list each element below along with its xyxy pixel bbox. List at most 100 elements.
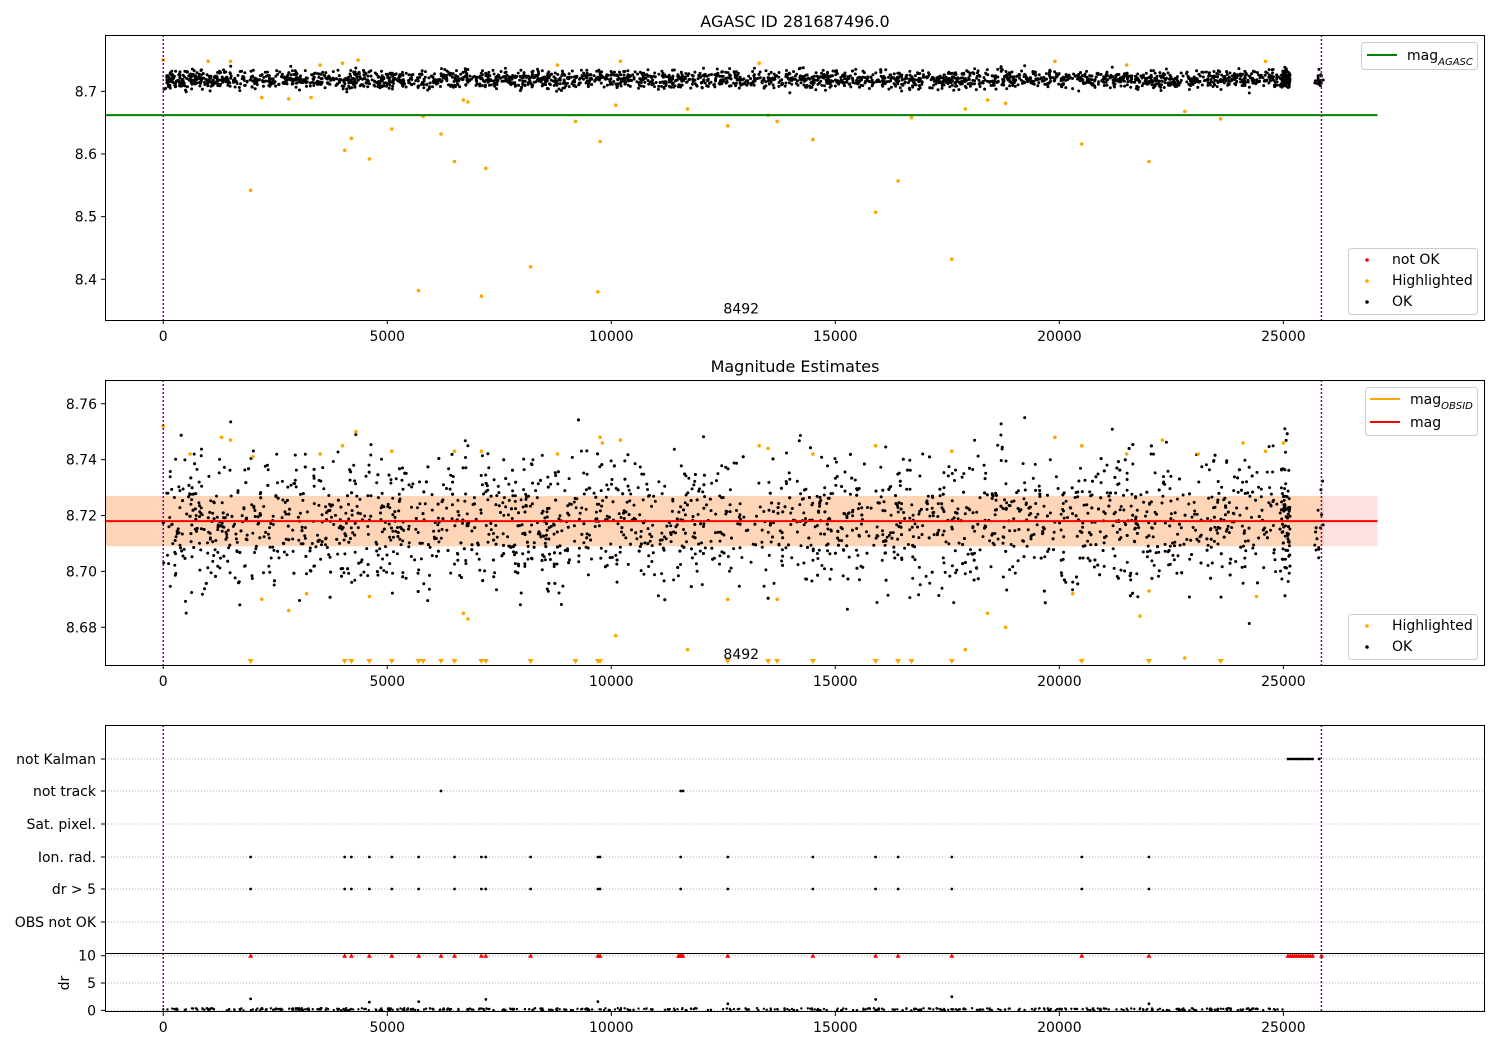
ok-point	[274, 84, 278, 88]
ok-point	[575, 497, 579, 501]
ok-point	[1185, 70, 1189, 74]
ok-point	[266, 468, 270, 472]
ok-point	[325, 546, 329, 549]
ok-point	[1269, 79, 1272, 83]
panel-agasc-annotation: 8492	[723, 302, 759, 318]
ok-point	[1043, 82, 1047, 86]
ok-point	[526, 544, 530, 548]
ok-point	[1283, 503, 1287, 507]
ok-point	[1269, 504, 1273, 508]
ok-point	[1032, 79, 1036, 83]
ok-point	[646, 79, 650, 82]
ok-point	[253, 87, 257, 91]
ok-point	[892, 550, 896, 554]
ok-point	[355, 504, 359, 508]
ok-point	[1088, 559, 1092, 563]
ok-point	[762, 76, 766, 80]
ok-point	[826, 527, 830, 531]
ok-point	[496, 484, 500, 488]
ok-point	[702, 525, 705, 528]
ok-point	[301, 498, 305, 502]
ok-point	[171, 542, 175, 546]
ok-point	[1114, 491, 1118, 495]
ok-point	[269, 82, 273, 86]
ok-point	[514, 480, 518, 484]
ok-point	[463, 67, 467, 71]
ok-point	[1177, 522, 1181, 526]
ok-point	[703, 495, 707, 499]
ok-point	[1179, 71, 1183, 75]
ok-point	[1162, 72, 1166, 76]
ok-point	[944, 540, 948, 544]
ok-point	[908, 458, 912, 462]
ok-point	[672, 578, 676, 582]
ok-point	[1033, 462, 1037, 466]
ok-point	[484, 71, 488, 75]
ok-point	[1278, 527, 1282, 531]
ok-point	[173, 539, 177, 542]
ok-point	[1119, 505, 1123, 508]
ok-point	[1124, 523, 1128, 527]
ok-point	[882, 75, 886, 79]
ok-point	[712, 82, 716, 86]
ok-point	[289, 64, 293, 68]
ok-point	[507, 498, 511, 502]
ok-point	[1131, 462, 1135, 466]
ok-point	[633, 462, 637, 466]
ok-point	[1004, 70, 1008, 73]
ok-point	[545, 515, 549, 519]
ok-point	[504, 70, 508, 74]
ok-point	[630, 528, 633, 532]
ok-point	[1217, 491, 1221, 495]
ok-point	[626, 83, 630, 87]
ok-point	[428, 85, 431, 89]
ok-point	[521, 505, 525, 509]
ok-point	[1281, 530, 1285, 534]
ok-point	[955, 84, 959, 88]
ok-point	[297, 538, 301, 542]
ok-point	[317, 72, 321, 76]
ok-point	[359, 573, 363, 577]
ok-point	[473, 526, 477, 530]
ok-point	[881, 509, 885, 512]
ok-point	[1271, 78, 1275, 82]
ok-point	[234, 532, 238, 536]
ok-point	[638, 545, 642, 548]
ok-point	[1280, 492, 1284, 496]
ok-point	[905, 73, 909, 77]
ok-point	[566, 504, 570, 508]
ok-point	[937, 594, 941, 597]
ok-point	[347, 517, 351, 521]
ok-point	[305, 572, 308, 576]
ok-point	[1179, 526, 1183, 530]
ok-point	[693, 552, 697, 556]
ok-point	[892, 82, 896, 86]
ok-point	[1275, 75, 1279, 79]
ok-point	[619, 73, 623, 77]
highlighted-point	[1053, 59, 1057, 64]
ok-point	[1134, 496, 1138, 500]
ok-point	[592, 74, 596, 78]
ok-point	[799, 544, 803, 548]
ok-point	[388, 506, 392, 510]
ok-point	[1262, 84, 1266, 88]
ok-point	[1113, 510, 1117, 514]
ok-point	[735, 76, 738, 80]
ok-point	[1012, 499, 1016, 503]
ok-point	[653, 85, 656, 89]
ok-point	[767, 508, 771, 512]
ok-point	[243, 468, 247, 472]
ok-point	[644, 76, 648, 80]
ok-point	[771, 83, 775, 87]
ok-point	[200, 447, 203, 451]
ok-point	[784, 546, 788, 550]
ok-point	[1102, 78, 1105, 81]
ok-point	[808, 77, 812, 81]
ok-point	[455, 69, 458, 73]
ok-point	[965, 69, 969, 73]
ok-point	[660, 531, 664, 535]
ok-point	[1051, 76, 1055, 80]
ok-point	[831, 492, 835, 495]
ok-point	[236, 489, 240, 493]
ok-point	[792, 70, 796, 74]
